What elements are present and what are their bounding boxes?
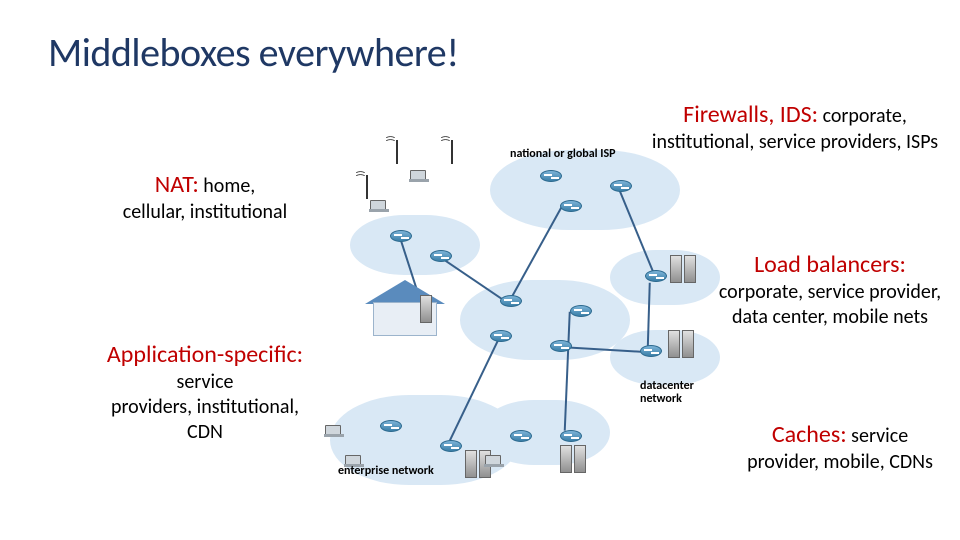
appspec-term: Application-specific: (107, 340, 303, 369)
router-icon (540, 170, 562, 182)
network-cloud (350, 215, 480, 275)
diagram-caption: national or global ISP (510, 148, 616, 161)
network-diagram: national or global ISP datacenter network… (310, 130, 730, 510)
router-icon (570, 305, 592, 317)
loadbal-sub2: corporate, service provider, data center… (719, 280, 941, 329)
nat-label: NAT: home, cellular, institutional (105, 170, 305, 225)
caches-sub2: provider, mobile, CDNs (747, 450, 933, 474)
appspec-sub1: service (177, 370, 234, 394)
appspec-label: Application-specific: service providers,… (100, 340, 310, 445)
router-icon (510, 430, 532, 442)
slide-title: Middleboxes everywhere! (48, 28, 459, 77)
router-icon (430, 250, 452, 262)
nat-term: NAT: (155, 170, 199, 199)
router-icon (560, 200, 582, 212)
diagram-caption: datacenter network (640, 380, 730, 406)
router-icon (560, 430, 582, 442)
router-icon (500, 295, 522, 307)
network-cloud (610, 330, 720, 385)
laptop-icon (410, 170, 426, 180)
nat-sub2: cellular, institutional (123, 200, 287, 224)
laptop-icon (485, 455, 501, 465)
firewalls-sub1: corporate, (818, 104, 907, 128)
router-icon (380, 420, 402, 432)
router-icon (610, 180, 632, 192)
router-icon (550, 340, 572, 352)
router-icon (440, 440, 462, 452)
caches-sub1: service (847, 424, 908, 448)
loadbal-label: Load balancers: corporate, service provi… (710, 250, 950, 330)
laptop-icon (325, 425, 341, 435)
router-icon (645, 270, 667, 282)
router-icon (490, 330, 512, 342)
caches-label: Caches: service provider, mobile, CDNs (720, 420, 960, 475)
network-cloud (490, 150, 680, 230)
network-link (440, 256, 506, 301)
laptop-icon (370, 200, 386, 210)
nat-sub1: home, (199, 174, 256, 198)
home-network-icon (365, 280, 445, 336)
loadbal-term: Load balancers: (754, 250, 906, 279)
appspec-sub2: providers, institutional, CDN (111, 395, 299, 444)
caches-term: Caches: (772, 420, 847, 449)
router-icon (640, 345, 662, 357)
firewalls-term: Firewalls, IDS: (683, 100, 818, 129)
cell-tower-icon (445, 140, 459, 164)
diagram-caption: enterprise network (338, 465, 434, 478)
cell-tower-icon (360, 175, 374, 199)
cell-tower-icon (390, 140, 404, 164)
router-icon (390, 230, 412, 242)
